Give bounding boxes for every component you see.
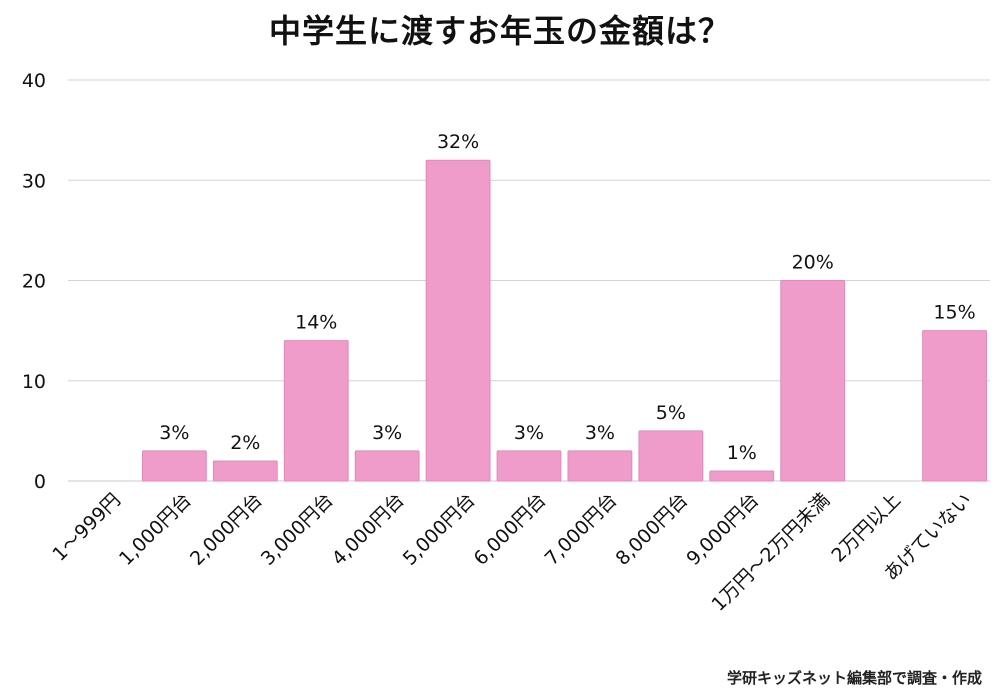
data-label: 3% [159,422,189,444]
bar [780,280,846,482]
data-label: 5% [656,402,686,424]
x-tick-label: 1万円〜2万円未満 [708,489,835,616]
y-tick-label: 40 [22,70,46,92]
x-tick-label: 1,000円台 [115,489,196,570]
x-tick-label: 7,000円台 [541,489,622,570]
data-label: 1% [727,442,757,464]
x-tick-label: 5,000円台 [399,489,480,570]
y-tick-label: 10 [22,371,46,393]
y-tick-label: 30 [22,170,46,192]
data-label: 20% [792,252,834,274]
data-label: 14% [295,312,337,334]
x-tick-label: 1〜999円 [48,489,125,566]
data-label: 3% [585,422,615,444]
bar [141,450,207,482]
y-tick-label: 0 [34,471,46,493]
bar [283,340,349,482]
bar [496,450,562,482]
bar [425,159,491,482]
x-tick-label: 3,000円台 [257,489,338,570]
x-tick-label: 2,000円台 [186,489,267,570]
bar [922,330,987,482]
data-label: 15% [933,302,975,324]
data-label: 32% [437,131,479,153]
bar [567,450,633,482]
data-label: 3% [372,422,402,444]
source-credit: 学研キッズネット編集部で調査・作成 [726,669,982,687]
bar [212,460,278,482]
chart-title: 中学生に渡すお年玉の金額は？ [268,12,731,50]
data-label: 3% [514,422,544,444]
y-tick-label: 20 [22,271,46,293]
bar [638,430,704,482]
x-tick-label: 6,000円台 [470,489,551,570]
bar [354,450,420,482]
x-tick-label: 8,000円台 [611,489,692,570]
bar [709,470,775,482]
data-label: 2% [230,432,260,454]
x-tick-label: 4,000円台 [328,489,409,570]
